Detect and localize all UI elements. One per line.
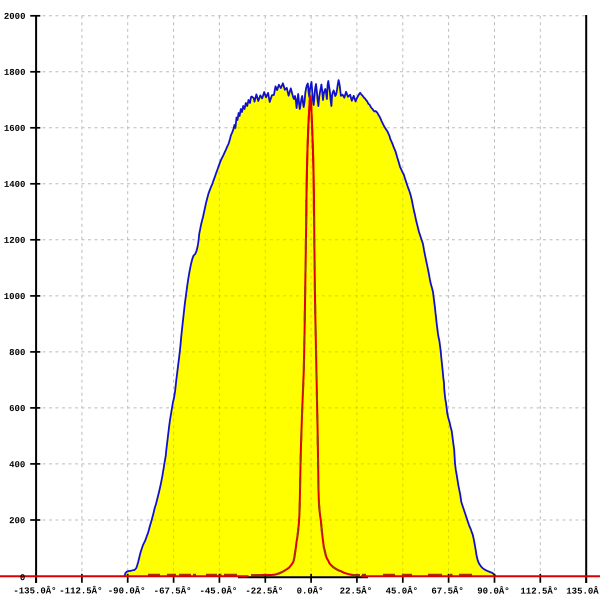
svg-text:-90.0Â°: -90.0Â°: [108, 585, 146, 596]
svg-text:-45.0Â°: -45.0Â°: [199, 585, 237, 596]
svg-text:800: 800: [9, 348, 25, 358]
svg-text:67.5Â°: 67.5Â°: [431, 586, 463, 597]
svg-text:135.0Â°: 135.0Â°: [566, 586, 600, 597]
svg-text:-112.5Â°: -112.5Â°: [59, 585, 102, 596]
svg-text:112.5Â°: 112.5Â°: [520, 586, 558, 597]
svg-text:600: 600: [9, 404, 25, 414]
svg-text:45.0Â°: 45.0Â°: [386, 586, 418, 597]
svg-text:1600: 1600: [4, 124, 26, 134]
svg-text:2000: 2000: [4, 12, 26, 22]
svg-text:90.0Â°: 90.0Â°: [477, 586, 509, 597]
svg-text:-67.5Â°: -67.5Â°: [154, 585, 192, 596]
svg-text:200: 200: [9, 516, 25, 526]
svg-text:-135.0Â°: -135.0Â°: [13, 585, 56, 596]
svg-text:22.5Â°: 22.5Â°: [340, 586, 372, 597]
svg-text:-22.5Â°: -22.5Â°: [245, 585, 283, 596]
svg-text:0: 0: [20, 573, 25, 583]
svg-text:400: 400: [9, 460, 25, 470]
svg-text:1000: 1000: [4, 292, 26, 302]
svg-text:1800: 1800: [4, 68, 26, 78]
svg-text:1400: 1400: [4, 180, 26, 190]
svg-text:1200: 1200: [4, 236, 26, 246]
svg-text:0.0Â°: 0.0Â°: [297, 586, 324, 597]
